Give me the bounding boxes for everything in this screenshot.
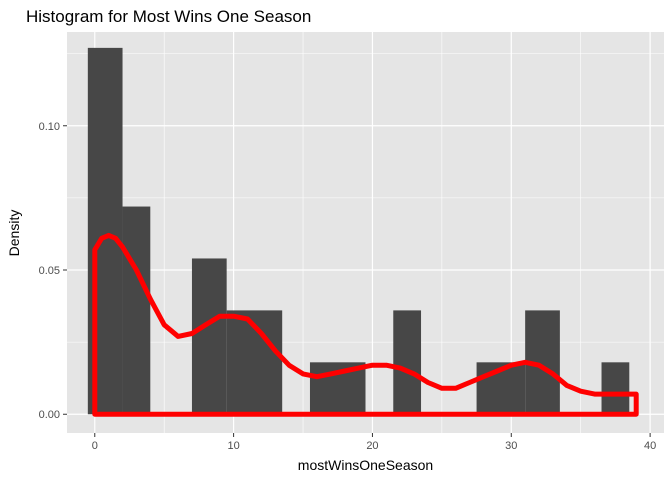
y-tick-label: 0.00 — [39, 409, 60, 421]
histogram-bars — [87, 47, 630, 415]
y-tick-label: 0.05 — [39, 265, 60, 277]
histogram-bar — [393, 310, 422, 415]
y-axis-label: Density — [6, 210, 22, 257]
chart-title: Histogram for Most Wins One Season — [26, 7, 311, 26]
x-axis-label: mostWinsOneSeason — [298, 457, 433, 473]
minor-gridlines — [67, 32, 664, 433]
x-tick-label: 40 — [644, 440, 656, 452]
x-tick-label: 20 — [366, 440, 378, 452]
x-axis: 0 10 20 30 40 — [92, 433, 656, 452]
histogram-bar — [601, 362, 630, 415]
histogram-bar — [122, 206, 151, 415]
histogram-bar — [191, 258, 227, 415]
density-curve — [92, 232, 639, 417]
x-tick-label: 30 — [505, 440, 517, 452]
y-axis: 0.00 0.05 0.10 — [39, 121, 67, 421]
x-tick-label: 10 — [227, 440, 239, 452]
x-tick-label: 0 — [92, 440, 98, 452]
y-tick-label: 0.10 — [39, 121, 60, 133]
